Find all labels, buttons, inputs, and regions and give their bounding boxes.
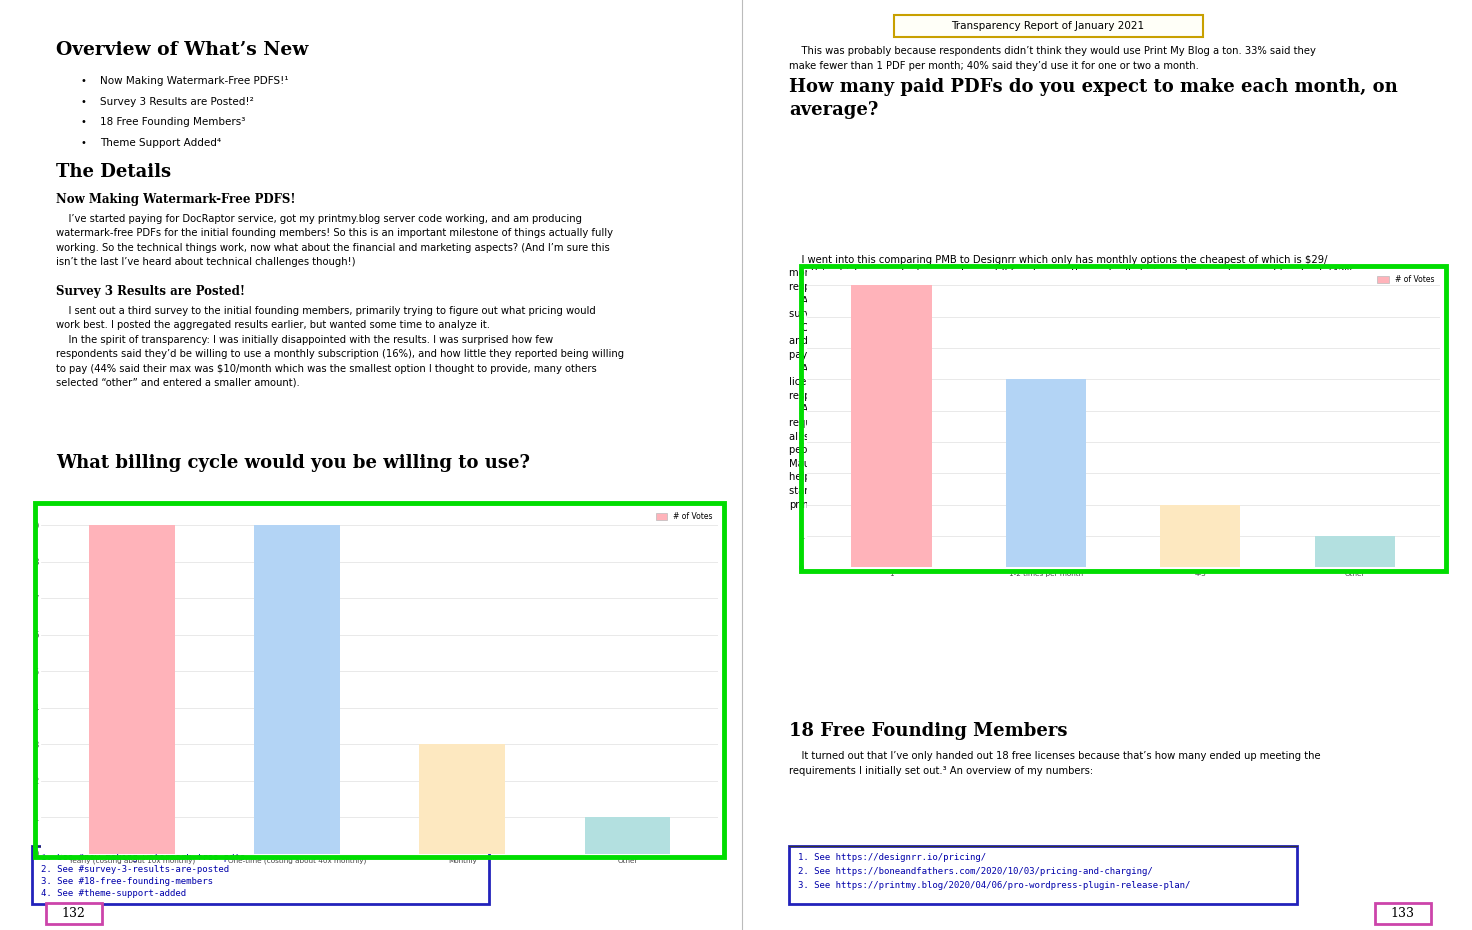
- Text: I sent out a third survey to the initial founding members, primarily trying to f: I sent out a third survey to the initial…: [56, 306, 624, 388]
- Bar: [420, 744, 505, 854]
- Text: 18 Free Founding Members³: 18 Free Founding Members³: [100, 117, 246, 127]
- Text: I went into this comparing PMB to Designrr which only has monthly options the ch: I went into this comparing PMB to Design…: [789, 255, 1362, 510]
- Text: Now Making Watermark-Free PDFS!: Now Making Watermark-Free PDFS!: [56, 193, 296, 206]
- Text: Survey 3 Results are Posted!: Survey 3 Results are Posted!: [56, 285, 244, 298]
- FancyBboxPatch shape: [46, 903, 102, 924]
- Text: 133: 133: [1391, 908, 1415, 920]
- FancyBboxPatch shape: [32, 846, 489, 904]
- Bar: [1314, 536, 1395, 567]
- FancyBboxPatch shape: [894, 15, 1203, 37]
- Text: •: •: [81, 117, 87, 127]
- Text: •: •: [81, 76, 87, 86]
- FancyBboxPatch shape: [1375, 903, 1431, 924]
- Text: It turned out that I’ve only handed out 18 free licenses because that’s how many: It turned out that I’ve only handed out …: [789, 751, 1320, 776]
- Text: •: •: [81, 138, 87, 148]
- Text: 1. See #now-making-watermark-free-pdfs: 1. See #now-making-watermark-free-pdfs: [41, 853, 246, 862]
- Text: 3. See #18-free-founding-members: 3. See #18-free-founding-members: [41, 877, 213, 886]
- Text: 2. See https://boneandfathers.com/2020/10/03/pricing-and-charging/: 2. See https://boneandfathers.com/2020/1…: [798, 867, 1153, 876]
- Bar: [1005, 379, 1086, 567]
- Text: 4. See #theme-support-added: 4. See #theme-support-added: [41, 889, 187, 898]
- Bar: [584, 817, 670, 854]
- Bar: [90, 525, 175, 854]
- Text: •: •: [81, 97, 87, 107]
- Bar: [255, 525, 340, 854]
- Legend: # of Votes: # of Votes: [655, 511, 714, 523]
- Text: I’ve started paying for DocRaptor service, got my printmy.blog server code worki: I’ve started paying for DocRaptor servic…: [56, 214, 612, 267]
- Text: What billing cycle would you be willing to use?: What billing cycle would you be willing …: [56, 454, 530, 472]
- Text: Survey 3 Results are Posted!²: Survey 3 Results are Posted!²: [100, 97, 253, 107]
- Bar: [851, 286, 932, 567]
- Text: Transparency Report of January 2021: Transparency Report of January 2021: [951, 21, 1145, 31]
- Text: This was probably because respondents didn’t think they would use Print My Blog : This was probably because respondents di…: [789, 46, 1316, 71]
- Text: Now Making Watermark-Free PDFS!¹: Now Making Watermark-Free PDFS!¹: [100, 76, 289, 86]
- Text: 1. See https://designrr.io/pricing/: 1. See https://designrr.io/pricing/: [798, 853, 986, 862]
- FancyBboxPatch shape: [789, 846, 1297, 904]
- Text: Theme Support Added⁴: Theme Support Added⁴: [100, 138, 221, 148]
- Text: 18 Free Founding Members: 18 Free Founding Members: [789, 722, 1067, 739]
- Text: The Details: The Details: [56, 163, 171, 180]
- Legend: # of Votes: # of Votes: [1376, 273, 1435, 286]
- Text: 2. See #survey-3-results-are-posted: 2. See #survey-3-results-are-posted: [41, 865, 230, 874]
- Text: 132: 132: [62, 908, 85, 920]
- Text: How many paid PDFs do you expect to make each month, on
average?: How many paid PDFs do you expect to make…: [789, 78, 1398, 119]
- Text: 3. See https://printmy.blog/2020/04/06/pro-wordpress-plugin-release-plan/: 3. See https://printmy.blog/2020/04/06/p…: [798, 881, 1191, 890]
- Bar: [1160, 505, 1241, 567]
- Text: Overview of What’s New: Overview of What’s New: [56, 41, 308, 59]
